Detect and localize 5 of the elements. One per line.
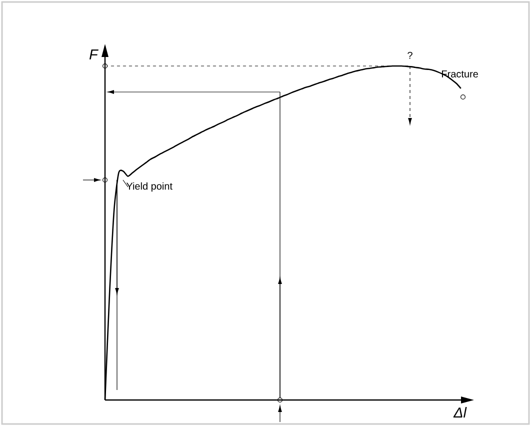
- y-axis-title: F: [89, 50, 98, 60]
- annotation: Fracture: [442, 70, 478, 78]
- annotation: Yield point: [126, 182, 172, 192]
- text: ?: [408, 52, 412, 59]
- x-axis-title: Δl: [453, 407, 467, 418]
